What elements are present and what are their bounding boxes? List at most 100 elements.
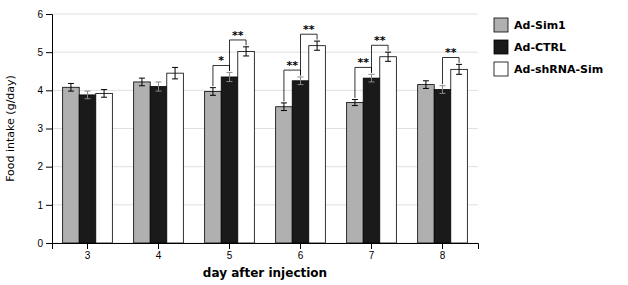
- tick-mark: [158, 243, 159, 249]
- bar: [205, 91, 222, 243]
- legend-item: Ad-shRNA-Sim: [494, 62, 603, 76]
- tick-label: 6: [37, 9, 43, 20]
- legend-item: Ad-Sim1: [494, 18, 566, 32]
- bar: [292, 81, 309, 243]
- error-bar: [352, 99, 358, 105]
- significance-label: **: [232, 29, 244, 42]
- tick: 6: [298, 243, 304, 261]
- bar: [96, 93, 113, 243]
- tick: 5: [227, 243, 233, 261]
- significance-label: **: [445, 46, 457, 59]
- bar: [363, 78, 380, 243]
- legend-label: Ad-shRNA-Sim: [514, 63, 603, 76]
- significance-bracket: [213, 66, 230, 87]
- y-axis-title: Food intake (g/day): [4, 75, 17, 182]
- tick: 5: [37, 47, 52, 58]
- significance-label: *: [218, 54, 224, 67]
- error-bar: [68, 83, 74, 91]
- grid-line: [52, 166, 478, 167]
- tick-label: 2: [37, 161, 43, 172]
- error-bar: [156, 82, 162, 91]
- error-bar: [85, 91, 91, 99]
- error-bar: [243, 47, 249, 56]
- bar: [380, 57, 397, 243]
- tick: 7: [369, 243, 375, 261]
- tick-mark: [46, 167, 52, 168]
- tick-mark: [229, 243, 230, 249]
- tick: 3: [85, 243, 91, 261]
- bar: [238, 51, 255, 243]
- plot: 0123456345678*************: [37, 9, 478, 261]
- bar: [134, 82, 151, 243]
- tick: 6: [37, 9, 52, 20]
- tick-mark: [442, 243, 443, 249]
- grid-line: [52, 14, 478, 15]
- tick-mark: [46, 52, 52, 53]
- significance-bracket: [372, 45, 389, 72]
- tick-label: 6: [298, 250, 304, 261]
- grid-line: [52, 204, 478, 205]
- error-bar: [369, 74, 375, 82]
- bar: [434, 90, 451, 243]
- grid-line: [52, 128, 478, 129]
- tick-label: 3: [85, 250, 91, 261]
- grid: [52, 14, 478, 243]
- tick-mark: [46, 90, 52, 91]
- grid-line: [52, 52, 478, 53]
- bar: [309, 46, 326, 243]
- tick: 8: [440, 243, 446, 261]
- significance-label: **: [286, 59, 298, 72]
- tick: 0: [37, 238, 52, 249]
- tick: 1: [37, 200, 52, 211]
- bar: [167, 73, 184, 243]
- tick-label: 8: [440, 250, 446, 261]
- tick-mark: [46, 243, 52, 244]
- error-bar: [385, 52, 391, 61]
- legend: Ad-Sim1 Ad-CTRL Ad-shRNA-Sim: [494, 18, 603, 76]
- error-bars: [101, 41, 462, 97]
- y-axis: 0 1 2 3 4 5 6: [37, 9, 52, 249]
- significance-bracket: [301, 34, 318, 75]
- axis-line: [53, 244, 479, 250]
- tick-label: 3: [37, 123, 43, 134]
- error-bar: [423, 81, 429, 89]
- marks: [63, 41, 468, 243]
- bar: [451, 69, 468, 243]
- error-bar: [298, 77, 304, 85]
- legend-swatch: [494, 18, 508, 32]
- error-bar: [172, 67, 178, 78]
- significance-label: **: [303, 23, 315, 36]
- legend-swatch: [494, 62, 508, 76]
- error-bar: [440, 86, 446, 94]
- tick-label: 4: [156, 250, 162, 261]
- tick-mark: [46, 129, 52, 130]
- error-bar: [314, 41, 320, 50]
- axis-line: [46, 15, 53, 244]
- tick-label: 0: [37, 238, 43, 249]
- bar: [276, 107, 293, 243]
- tick-mark: [46, 14, 52, 15]
- significance-label: **: [357, 56, 369, 69]
- x-axis: 3 4 5 6 7 8: [53, 243, 479, 261]
- bar: [347, 103, 364, 243]
- tick: 3: [37, 123, 52, 134]
- legend-label: Ad-CTRL: [514, 41, 566, 54]
- tick-label: 1: [37, 200, 43, 211]
- legend-label: Ad-Sim1: [514, 19, 566, 32]
- error-bar: [139, 78, 145, 86]
- bar: [221, 77, 238, 243]
- legend-item: Ad-CTRL: [494, 40, 566, 54]
- error-bar: [281, 103, 287, 111]
- series: [96, 46, 468, 243]
- tick-label: 7: [369, 250, 375, 261]
- x-axis-title: day after injection: [203, 266, 327, 280]
- tick-label: 4: [37, 85, 43, 96]
- tick: 2: [37, 161, 52, 172]
- bar: [418, 85, 435, 243]
- tick-mark: [87, 243, 88, 249]
- tick: 4: [156, 243, 162, 261]
- bar: [150, 87, 167, 243]
- error-bar: [101, 90, 107, 98]
- significance-bracket: [443, 58, 460, 85]
- tick-label: 5: [227, 250, 233, 261]
